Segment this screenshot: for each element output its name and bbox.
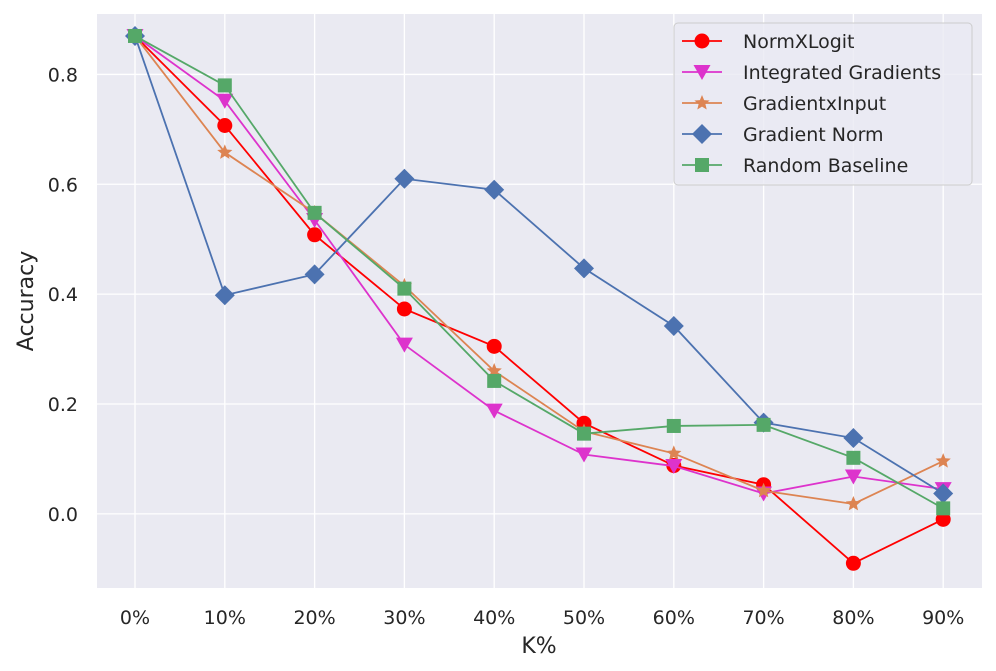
data-point <box>666 418 681 433</box>
data-point <box>845 555 861 571</box>
data-point <box>486 338 502 354</box>
data-point <box>666 445 682 460</box>
y-tick-label: 0.2 <box>48 394 78 416</box>
legend-marker <box>692 124 712 144</box>
x-tick-label: 40% <box>473 607 515 629</box>
data-point <box>846 450 861 465</box>
data-point <box>935 453 951 468</box>
x-tick-labels: 0% 10% 20% 30% 40% 50% 60% 70% 80% 90% <box>120 607 964 629</box>
data-point <box>755 482 772 498</box>
data-point <box>396 301 412 317</box>
data-point <box>843 428 864 449</box>
x-axis-label: K% <box>521 634 556 659</box>
series-random-baseline <box>128 28 951 516</box>
x-tick-label: 50% <box>563 607 605 629</box>
y-tick-label: 0.6 <box>48 174 78 196</box>
legend: NormXLogit Integrated Gradients GradientxI… <box>673 22 973 186</box>
x-tick-label: 60% <box>653 607 695 629</box>
legend-marker <box>693 65 711 80</box>
data-point <box>397 281 412 296</box>
legend-label: GradientxInput <box>743 93 886 115</box>
y-axis-label: Accuracy <box>14 251 39 351</box>
data-point <box>214 285 235 306</box>
legend-item: Random Baseline <box>682 155 908 177</box>
x-tick-label: 20% <box>293 607 335 629</box>
data-point <box>394 168 415 189</box>
data-point <box>933 483 954 504</box>
data-point <box>487 373 502 388</box>
data-point <box>844 469 862 485</box>
data-point <box>217 144 233 159</box>
data-point <box>307 205 322 220</box>
legend-marker <box>694 95 710 110</box>
x-tick-label: 0% <box>120 607 150 629</box>
legend-item: NormXLogit <box>682 31 855 53</box>
legend-marker <box>695 158 709 172</box>
data-point <box>577 426 591 441</box>
legend-label: Integrated Gradients <box>743 62 941 84</box>
data-point <box>217 78 232 93</box>
series-line <box>134 35 944 505</box>
legend-marker <box>694 33 710 49</box>
data-point <box>216 93 234 109</box>
data-point <box>395 337 413 353</box>
y-tick-labels: 0.0 0.2 0.4 0.6 0.8 <box>48 64 78 525</box>
data-point <box>756 417 771 432</box>
data-point <box>575 447 593 463</box>
x-tick-label: 10% <box>204 607 246 629</box>
data-point <box>935 511 951 527</box>
x-tick-label: 80% <box>832 607 874 629</box>
series-lines <box>125 25 954 571</box>
legend-item: Gradient Norm <box>682 124 884 146</box>
data-point <box>485 403 503 419</box>
legend-label: Gradient Norm <box>743 124 884 146</box>
y-tick-label: 0.4 <box>48 284 78 306</box>
legend-label: Random Baseline <box>743 155 908 177</box>
data-point <box>128 28 142 43</box>
x-tick-label: 30% <box>383 607 425 629</box>
legend-label: NormXLogit <box>743 31 855 53</box>
data-point <box>936 501 951 516</box>
data-point <box>484 179 505 200</box>
x-tick-label: 90% <box>922 607 964 629</box>
data-point <box>304 264 325 285</box>
data-point <box>574 258 594 279</box>
series-line <box>134 35 944 510</box>
data-point <box>217 118 233 134</box>
legend-box <box>673 22 973 186</box>
series-line <box>134 35 944 495</box>
y-tick-label: 0.8 <box>48 64 78 86</box>
y-tick-label: 0.0 <box>48 504 78 526</box>
legend-item: GradientxInput <box>682 93 886 115</box>
data-point <box>486 363 502 378</box>
data-point <box>845 495 862 511</box>
data-point <box>307 227 323 243</box>
data-point <box>663 315 684 336</box>
series-line <box>134 35 944 495</box>
x-tick-label: 70% <box>742 607 784 629</box>
series-line <box>134 35 944 565</box>
data-point <box>665 459 683 475</box>
legend-item: Integrated Gradients <box>682 62 941 84</box>
